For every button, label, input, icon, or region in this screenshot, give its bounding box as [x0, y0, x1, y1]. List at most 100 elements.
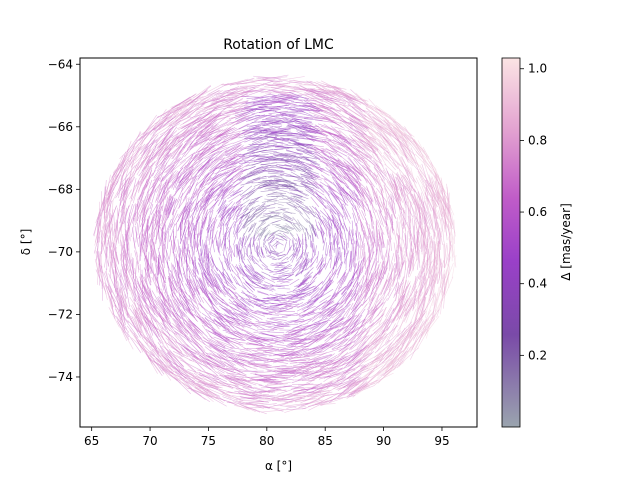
- vector-arrow: [357, 261, 360, 278]
- vector-arrow: [306, 393, 330, 405]
- vector-arrow: [253, 365, 272, 368]
- vector-arrow: [242, 219, 250, 229]
- vector-arrow: [297, 150, 315, 154]
- vector-arrow: [133, 286, 146, 303]
- vector-arrow: [292, 216, 301, 227]
- vector-arrow: [382, 169, 394, 189]
- vector-arrow: [184, 233, 186, 249]
- vector-arrow: [324, 302, 340, 311]
- vector-arrow: [389, 233, 392, 251]
- vector-arrow: [314, 321, 329, 333]
- vector-arrow: [347, 304, 359, 318]
- vector-arrow: [328, 371, 350, 379]
- vector-arrow: [348, 330, 364, 341]
- vector-arrow: [443, 273, 446, 295]
- vector-arrow: [201, 188, 214, 203]
- vector-arrow: [109, 195, 112, 218]
- vector-arrow: [367, 114, 383, 131]
- vector-arrow: [406, 230, 409, 249]
- vector-arrow: [212, 279, 220, 295]
- vector-arrow: [251, 213, 263, 222]
- vector-arrow: [301, 132, 319, 140]
- vector-arrow: [265, 245, 271, 255]
- vector-arrow: [154, 318, 166, 335]
- vector-arrow: [258, 179, 272, 183]
- vector-arrow: [153, 348, 170, 363]
- vector-arrow: [136, 252, 139, 273]
- vector-arrow: [373, 212, 379, 228]
- vector-arrow: [306, 344, 325, 355]
- vector-arrow: [400, 156, 412, 176]
- vector-arrow: [313, 344, 330, 354]
- vector-arrow: [298, 284, 310, 291]
- vector-arrow: [119, 295, 128, 316]
- vector-arrow: [236, 273, 243, 284]
- vector-arrow: [379, 134, 392, 155]
- vector-arrow: [210, 296, 224, 307]
- vector-arrow: [193, 146, 209, 162]
- vector-arrow: [310, 256, 318, 268]
- vector-arrow: [410, 167, 416, 188]
- vector-arrow: [357, 289, 366, 306]
- vector-arrow: [244, 154, 261, 164]
- vector-arrow: [139, 264, 141, 286]
- vector-arrow: [299, 348, 317, 357]
- vector-arrow: [403, 301, 414, 322]
- vector-arrow: [233, 146, 248, 156]
- vector-arrow: [238, 108, 257, 117]
- vector-arrow: [177, 217, 183, 232]
- vector-arrow: [236, 244, 240, 257]
- vector-arrow: [208, 356, 226, 368]
- vector-arrow: [320, 147, 337, 153]
- vector-arrow: [386, 347, 400, 368]
- vector-arrow: [343, 203, 352, 219]
- vector-arrow: [357, 319, 369, 338]
- vector-arrow: [276, 368, 297, 371]
- vector-arrow: [132, 237, 138, 257]
- vector-arrow: [349, 365, 369, 377]
- vector-arrow: [340, 282, 352, 295]
- vector-arrow: [169, 284, 176, 303]
- vector-arrow: [306, 178, 319, 190]
- vector-arrow: [214, 189, 224, 201]
- vector-arrow: [322, 87, 342, 99]
- vector-arrow: [302, 233, 304, 245]
- vector-arrow: [225, 376, 247, 380]
- vector-arrow: [300, 393, 322, 404]
- vector-arrow: [286, 227, 294, 237]
- vector-arrow: [418, 286, 428, 309]
- vector-arrow: [302, 362, 320, 372]
- vector-arrow: [158, 177, 164, 197]
- vector-arrow: [421, 185, 430, 206]
- vector-arrow: [181, 142, 199, 156]
- vector-arrow: [213, 171, 228, 181]
- vector-arrow: [227, 246, 232, 259]
- vector-arrow: [258, 205, 271, 211]
- vector-arrow: [267, 193, 283, 195]
- vector-arrow: [269, 271, 282, 273]
- vector-arrow: [304, 92, 324, 103]
- vector-arrow: [299, 338, 319, 342]
- vector-arrow: [275, 300, 290, 306]
- vector-arrow: [151, 230, 155, 249]
- vector-arrow: [348, 121, 367, 136]
- vector-arrow: [101, 182, 110, 205]
- vector-arrow: [349, 112, 365, 127]
- vector-arrow: [261, 164, 278, 167]
- vector-arrow: [344, 358, 362, 374]
- vector-arrow: [168, 302, 182, 320]
- vector-arrow: [166, 305, 179, 321]
- vector-arrow: [262, 234, 267, 245]
- vector-arrow: [199, 124, 214, 139]
- vector-arrow: [279, 351, 298, 353]
- vector-arrow: [263, 313, 279, 316]
- vector-arrow: [300, 175, 317, 181]
- vector-arrow: [397, 257, 400, 276]
- vector-arrow: [181, 106, 199, 120]
- vector-arrow: [225, 338, 240, 349]
- vector-arrow: [440, 199, 447, 224]
- vector-arrow: [120, 297, 125, 320]
- vector-arrow: [221, 289, 233, 299]
- vector-arrow: [114, 160, 130, 179]
- vector-arrow: [235, 207, 243, 220]
